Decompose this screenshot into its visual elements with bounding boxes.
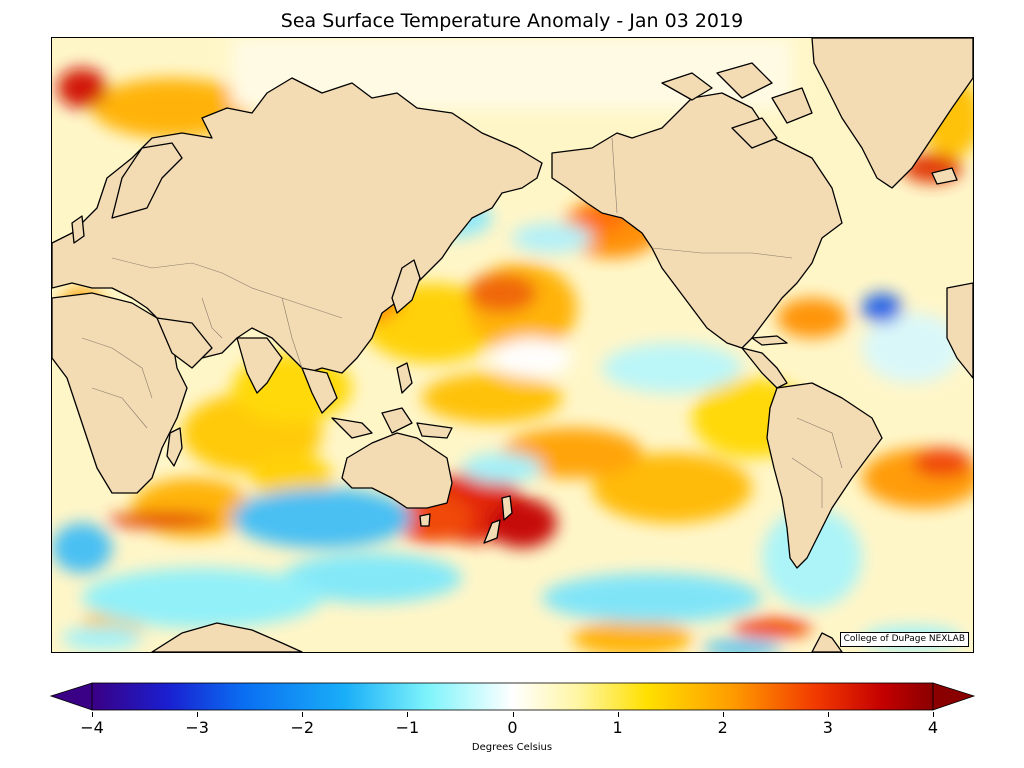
iceland (931, 167, 958, 185)
colorbar-tick-mark (197, 712, 199, 717)
colorbar-tick-mark (92, 712, 93, 717)
colorbar-tick-mark (933, 712, 934, 717)
colorbar-tick-label: 1 (612, 718, 623, 737)
indochina (301, 367, 338, 414)
colorbar-tick-label: 2 (717, 718, 728, 737)
india (236, 337, 283, 394)
land-masses (52, 38, 973, 652)
cuba (751, 335, 788, 346)
south-america (766, 382, 883, 569)
indonesia (331, 407, 453, 439)
africa (52, 292, 188, 494)
scandinavia (111, 142, 183, 219)
arabian-peninsula (156, 317, 213, 369)
colorbar-max-extend (932, 682, 976, 711)
colorbar-tick-mark (302, 712, 304, 717)
new-zealand (483, 495, 513, 544)
colorbar-label: Degrees Celsius (471, 742, 553, 753)
colorbar-tick-label: −2 (290, 718, 315, 737)
country-borders (81, 137, 843, 508)
map-title: Sea Surface Temperature Anomaly - Jan 03… (280, 10, 744, 32)
greenland (811, 38, 973, 189)
colorbar-tick-mark (827, 712, 829, 717)
british-isles (71, 215, 85, 244)
colorbar-tick-label: 3 (822, 718, 833, 737)
credit-label: College of DuPage NEXLAB (839, 632, 969, 647)
colorbar-min-extend (49, 682, 93, 711)
colorbar-tick-label: −1 (395, 718, 420, 737)
tasmania (419, 513, 431, 527)
colorbar-tick-label: 0 (507, 718, 518, 737)
canadian-arctic-islands (661, 62, 813, 149)
colorbar-tick-label: −4 (80, 718, 104, 737)
colorbar-tick-mark (407, 712, 409, 717)
madagascar (166, 427, 183, 467)
antarctica (151, 622, 843, 652)
colorbar-gradient (91, 682, 934, 711)
colorbar-tick-mark (617, 712, 619, 717)
map-canvas (52, 38, 973, 652)
central-america (741, 347, 788, 389)
sst-anomaly-map[interactable]: College of DuPage NEXLAB (51, 37, 974, 653)
japan (391, 259, 421, 314)
colorbar-tick-mark (722, 712, 724, 717)
philippines (396, 362, 413, 394)
colorbar-tick-label: 4 (927, 718, 939, 737)
colorbar-tick-mark (512, 712, 514, 717)
australia (341, 432, 453, 509)
colorbar-tick-label: −3 (185, 718, 209, 737)
colorbar (49, 682, 976, 711)
iberia-west-africa-east-edge (946, 282, 973, 379)
